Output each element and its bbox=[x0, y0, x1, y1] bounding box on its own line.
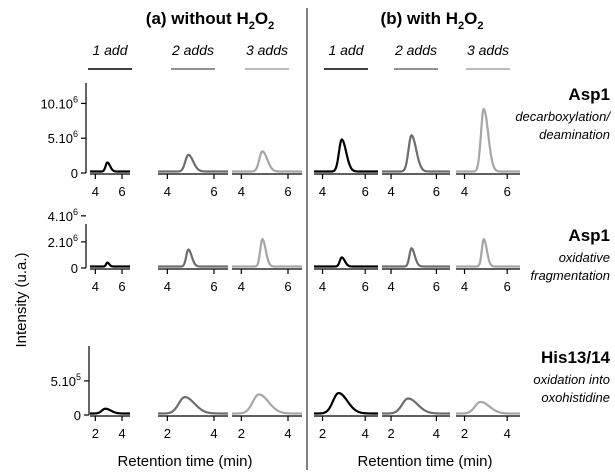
chart-marks: 1 add 1 add 2 adds 2 adds 3 adds 3 adds 0 5.106… bbox=[40, 42, 611, 441]
trace-b-2-add bbox=[381, 247, 451, 268]
x-tick-label: 6 bbox=[362, 279, 369, 294]
trace-b-2-add bbox=[381, 397, 451, 415]
x-tick-label: 6 bbox=[362, 184, 369, 199]
trace-b-3-add bbox=[455, 238, 521, 268]
row-subtitle: oxohistidine bbox=[541, 390, 610, 405]
x-tick-label: 6 bbox=[504, 279, 511, 294]
row-title: Asp1 bbox=[568, 85, 610, 104]
x-tick-label: 4 bbox=[504, 426, 511, 441]
x-tick-label: 2 bbox=[319, 426, 326, 441]
row-subtitle: fragmentation bbox=[531, 268, 611, 283]
trace-b-3-add bbox=[455, 400, 521, 415]
x-tick-label: 6 bbox=[284, 184, 291, 199]
trace-a-2-add bbox=[157, 396, 229, 415]
x-tick-label: 6 bbox=[284, 279, 291, 294]
x-tick-label: 2 bbox=[461, 426, 468, 441]
x-tick-label: 4 bbox=[461, 184, 468, 199]
y-tick-label: 0 bbox=[71, 261, 78, 276]
x-axis-label-a: Retention time (min) bbox=[117, 453, 252, 470]
x-tick-label: 6 bbox=[118, 279, 125, 294]
y-axis-label: Intensity (u.a.) bbox=[13, 252, 30, 347]
panel-b-title: (b) with H2O2 bbox=[381, 9, 484, 32]
x-tick-label: 4 bbox=[284, 426, 291, 441]
x-tick-label: 4 bbox=[118, 426, 125, 441]
x-tick-label: 4 bbox=[433, 426, 440, 441]
row-subtitle: oxidation into bbox=[533, 372, 610, 387]
row-subtitle: deamination bbox=[539, 127, 610, 142]
row-title: His13/14 bbox=[541, 348, 611, 367]
addition-label-a-3: 3 adds bbox=[246, 42, 288, 58]
row-title: Asp1 bbox=[568, 226, 610, 245]
panel-a-title: (a) without H2O2 bbox=[146, 9, 274, 32]
trace-a-1-add bbox=[89, 261, 131, 268]
x-tick-label: 6 bbox=[210, 184, 217, 199]
addition-label-a-2: 2 adds bbox=[171, 42, 214, 58]
x-tick-label: 4 bbox=[319, 184, 326, 199]
x-tick-label: 4 bbox=[461, 279, 468, 294]
x-tick-label: 2 bbox=[164, 426, 171, 441]
x-tick-label: 4 bbox=[164, 184, 171, 199]
x-tick-label: 4 bbox=[362, 426, 369, 441]
x-tick-label: 4 bbox=[92, 184, 99, 199]
y-tick-label: 4.106 bbox=[48, 207, 78, 224]
addition-label-b-3: 3 adds bbox=[467, 42, 509, 58]
trace-b-1-add bbox=[313, 256, 379, 268]
trace-a-3-add bbox=[231, 150, 303, 173]
x-tick-label: 4 bbox=[164, 279, 171, 294]
trace-b-1-add bbox=[313, 138, 379, 173]
trace-a-1-add bbox=[89, 161, 131, 173]
addition-label-b-2: 2 adds bbox=[394, 42, 437, 58]
x-tick-label: 4 bbox=[92, 279, 99, 294]
trace-b-1-add bbox=[313, 391, 379, 415]
x-tick-label: 4 bbox=[238, 279, 245, 294]
trace-b-2-add bbox=[381, 134, 451, 173]
row-subtitle: oxidative bbox=[559, 250, 610, 265]
y-tick-label: 2.106 bbox=[48, 233, 78, 250]
y-tick-label: 5.106 bbox=[48, 129, 78, 146]
x-tick-label: 4 bbox=[387, 184, 394, 199]
x-tick-label: 2 bbox=[92, 426, 99, 441]
x-tick-label: 4 bbox=[238, 184, 245, 199]
trace-a-3-add bbox=[231, 393, 303, 415]
x-tick-label: 6 bbox=[504, 184, 511, 199]
trace-a-3-add bbox=[231, 238, 303, 268]
trace-a-2-add bbox=[157, 248, 229, 268]
addition-label-a-1: 1 add bbox=[92, 42, 128, 58]
addition-label-b-1: 1 add bbox=[328, 42, 364, 58]
trace-a-1-add bbox=[89, 407, 131, 415]
row-subtitle: decarboxylation/ bbox=[515, 109, 611, 124]
x-tick-label: 6 bbox=[433, 184, 440, 199]
x-tick-label: 4 bbox=[210, 426, 217, 441]
y-tick-label: 5.105 bbox=[51, 372, 81, 389]
x-tick-label: 2 bbox=[238, 426, 245, 441]
trace-a-2-add bbox=[157, 153, 229, 173]
trace-b-3-add bbox=[455, 107, 521, 173]
y-tick-label: 0 bbox=[74, 408, 81, 423]
x-tick-label: 6 bbox=[433, 279, 440, 294]
x-tick-label: 6 bbox=[118, 184, 125, 199]
x-tick-label: 4 bbox=[387, 279, 394, 294]
y-tick-label: 0 bbox=[71, 166, 78, 181]
x-axis-label-b: Retention time (min) bbox=[357, 453, 492, 470]
y-tick-label: 10.106 bbox=[40, 94, 78, 111]
x-tick-label: 6 bbox=[210, 279, 217, 294]
x-tick-label: 2 bbox=[387, 426, 394, 441]
x-tick-label: 4 bbox=[319, 279, 326, 294]
